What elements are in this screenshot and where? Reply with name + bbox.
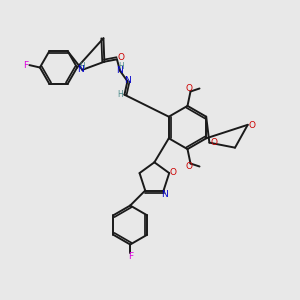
Text: N: N [124, 76, 131, 85]
Text: O: O [248, 121, 255, 130]
Text: O: O [186, 84, 193, 93]
Text: H: H [80, 62, 85, 71]
Text: F: F [23, 61, 28, 70]
Text: O: O [186, 162, 193, 171]
Text: H: H [117, 90, 123, 99]
Text: N: N [77, 65, 84, 74]
Text: F: F [128, 252, 133, 261]
Text: O: O [210, 138, 217, 147]
Text: O: O [117, 53, 124, 62]
Text: N: N [117, 66, 123, 75]
Text: O: O [170, 168, 177, 177]
Text: N: N [161, 190, 168, 199]
Text: H: H [118, 62, 124, 71]
